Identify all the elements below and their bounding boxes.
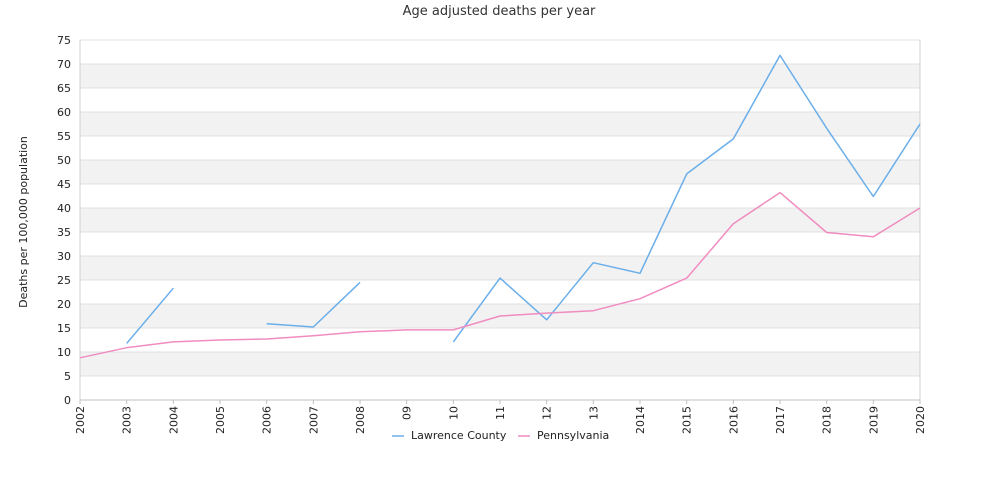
x-tick-label: 10 — [447, 406, 460, 420]
data-point-pennsylvania — [266, 338, 268, 340]
y-tick-label: 40 — [57, 202, 71, 215]
x-tick-label: 2003 — [121, 406, 134, 434]
x-axis-ticks: 2002 2003 2004 2005 2006 2007 2008 09 10 11 12 13 20… — [74, 400, 927, 434]
data-point-lawrence-county — [779, 54, 781, 56]
gridlines — [80, 39, 920, 401]
series-pennsylvania — [79, 191, 921, 359]
line-segment-lawrence-county — [452, 54, 921, 343]
data-point-pennsylvania — [219, 339, 221, 341]
data-point-pennsylvania — [126, 347, 128, 349]
data-point-lawrence-county — [312, 326, 314, 328]
line-segment-lawrence-county — [126, 287, 174, 344]
data-point-lawrence-county — [266, 323, 268, 325]
data-point-lawrence-county — [732, 138, 734, 140]
y-tick-label: 10 — [57, 346, 71, 359]
y-tick-label: 45 — [57, 178, 71, 191]
x-tick-label: 2014 — [634, 406, 647, 434]
line-segment-pennsylvania — [79, 191, 921, 359]
x-tick-label: 2007 — [307, 406, 320, 434]
data-point-pennsylvania — [79, 357, 81, 359]
chart-title: Age adjusted deaths per year — [403, 4, 596, 19]
data-point-lawrence-county — [826, 127, 828, 129]
data-point-lawrence-county — [546, 319, 548, 321]
data-point-lawrence-county — [592, 262, 594, 264]
legend-label: Lawrence County — [411, 429, 507, 442]
data-point-pennsylvania — [312, 335, 314, 337]
y-tick-label: 35 — [57, 226, 71, 239]
y-axis-label: Deaths per 100,000 population — [17, 136, 30, 308]
data-point-pennsylvania — [779, 192, 781, 194]
data-point-pennsylvania — [919, 207, 921, 209]
x-tick-label: 13 — [587, 406, 600, 420]
y-tick-label: 55 — [57, 130, 71, 143]
x-tick-label: 2005 — [214, 406, 227, 434]
grid-band — [80, 208, 920, 232]
grid-bands — [80, 64, 920, 376]
y-tick-label: 75 — [57, 34, 71, 47]
data-point-lawrence-county — [872, 195, 874, 197]
x-tick-label: 2004 — [167, 406, 180, 434]
data-point-pennsylvania — [639, 298, 641, 300]
data-point-lawrence-county — [919, 123, 921, 125]
x-tick-label: 12 — [541, 406, 554, 420]
legend[interactable]: Lawrence County Pennsylvania — [392, 429, 609, 442]
data-point-lawrence-county — [499, 277, 501, 279]
data-point-pennsylvania — [546, 312, 548, 314]
data-point-pennsylvania — [172, 341, 174, 343]
y-axis-ticks: 0 5 10 15 20 25 30 35 40 45 50 55 60 65 70 75 — [57, 34, 71, 407]
y-tick-label: 50 — [57, 154, 71, 167]
data-point-pennsylvania — [826, 231, 828, 233]
y-tick-label: 5 — [64, 370, 71, 383]
x-tick-label: 2016 — [727, 406, 740, 434]
data-point-pennsylvania — [686, 277, 688, 279]
y-tick-label: 25 — [57, 274, 71, 287]
x-tick-label: 09 — [401, 406, 414, 420]
y-tick-label: 60 — [57, 106, 71, 119]
data-point-lawrence-county — [639, 272, 641, 274]
data-point-pennsylvania — [592, 310, 594, 312]
grid-band — [80, 112, 920, 136]
grid-band — [80, 352, 920, 376]
y-tick-label: 20 — [57, 298, 71, 311]
x-tick-label: 2019 — [867, 406, 880, 434]
legend-item-pennsylvania[interactable]: Pennsylvania — [518, 429, 609, 442]
y-tick-label: 15 — [57, 322, 71, 335]
data-point-pennsylvania — [406, 329, 408, 331]
x-tick-label: 2015 — [681, 406, 694, 434]
y-tick-label: 70 — [57, 58, 71, 71]
x-tick-label: 2017 — [774, 406, 787, 434]
y-tick-label: 30 — [57, 250, 71, 263]
data-point-pennsylvania — [499, 315, 501, 317]
data-point-lawrence-county — [452, 341, 454, 343]
data-point-pennsylvania — [732, 223, 734, 225]
grid-band — [80, 160, 920, 184]
legend-label: Pennsylvania — [537, 429, 609, 442]
grid-band — [80, 64, 920, 88]
x-tick-label: 11 — [494, 406, 507, 420]
y-tick-label: 65 — [57, 82, 71, 95]
data-point-lawrence-county — [359, 281, 361, 283]
series-lawrence-county — [126, 54, 921, 344]
y-tick-label: 0 — [64, 394, 71, 407]
x-tick-label: 2020 — [914, 406, 927, 434]
data-point-lawrence-county — [686, 173, 688, 175]
line-segment-lawrence-county — [266, 281, 361, 328]
x-tick-label: 2008 — [354, 406, 367, 434]
data-point-lawrence-county — [172, 287, 174, 289]
data-point-lawrence-county — [126, 342, 128, 344]
data-point-pennsylvania — [359, 331, 361, 333]
grid-band — [80, 256, 920, 280]
x-tick-label: 2002 — [74, 406, 87, 434]
legend-item-lawrence-county[interactable]: Lawrence County — [392, 429, 507, 442]
data-point-pennsylvania — [452, 329, 454, 331]
x-tick-label: 2006 — [261, 406, 274, 434]
series-lines — [79, 54, 921, 359]
x-tick-label: 2018 — [821, 406, 834, 434]
data-point-pennsylvania — [872, 236, 874, 238]
